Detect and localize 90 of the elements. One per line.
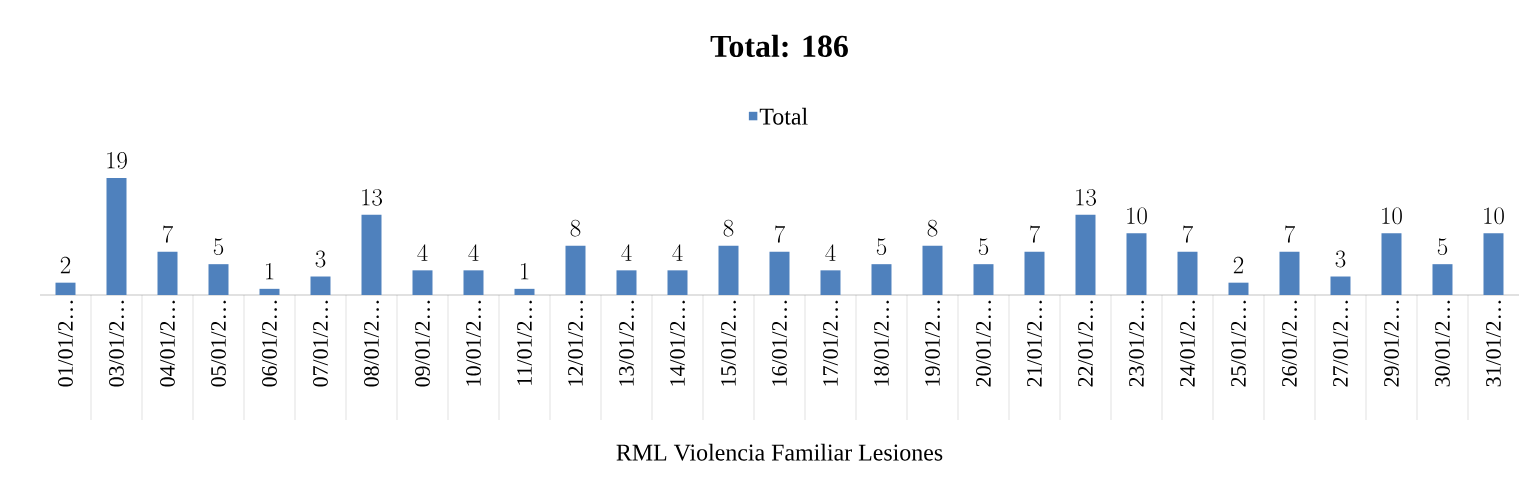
bar: [1483, 233, 1504, 295]
bar: [871, 264, 892, 295]
data-label: 3: [1335, 250, 1346, 268]
data-label: 2: [60, 256, 71, 274]
data-label: 7: [1284, 225, 1295, 243]
bar: [1177, 251, 1198, 295]
bar: [1279, 251, 1300, 295]
bar: [157, 251, 178, 295]
data-label: 5: [876, 238, 887, 256]
x-tick-label: 08/01/2…: [364, 300, 379, 387]
data-label: 13: [362, 188, 383, 206]
data-label: 8: [927, 219, 938, 237]
bar: [514, 288, 535, 295]
x-tick-label: 17/01/2…: [823, 300, 838, 386]
x-tick-label: 04/01/2…: [160, 300, 175, 387]
x-tick-label: 11/01/2…: [517, 300, 532, 385]
bar: [463, 270, 484, 295]
x-tick-label: 31/01/2…: [1486, 300, 1501, 387]
data-label: 1: [265, 262, 274, 280]
data-label: 4: [825, 244, 836, 261]
bar: [1075, 214, 1096, 295]
x-tick-label: 09/01/2…: [415, 300, 430, 387]
data-label: 10: [1127, 207, 1147, 225]
bar: [1024, 251, 1045, 295]
bar: [259, 288, 280, 295]
bar: [616, 270, 637, 295]
x-tick-label: 21/01/2…: [1027, 300, 1042, 387]
x-tick-label: 16/01/2…: [772, 300, 787, 386]
data-label: 8: [570, 219, 581, 237]
data-label: 5: [978, 238, 989, 256]
bar: [1228, 282, 1249, 295]
bar: [1330, 276, 1351, 295]
data-label: 10: [1382, 207, 1402, 225]
x-tick-label: 23/01/2…: [1129, 300, 1144, 387]
bar: [820, 270, 841, 295]
data-label: 5: [1437, 238, 1448, 256]
bar: [208, 264, 229, 295]
bar: [667, 270, 688, 295]
bar: [1381, 233, 1402, 295]
data-label: 7: [1182, 225, 1193, 243]
data-label: 2: [1233, 256, 1244, 274]
bar: [769, 251, 790, 295]
x-tick-label: 14/01/2…: [670, 300, 685, 386]
chart-title: Total: 186: [710, 34, 848, 58]
bar: [361, 214, 382, 295]
x-tick-label: 06/01/2…: [262, 300, 277, 387]
data-label: 8: [723, 219, 734, 237]
data-label: 4: [621, 244, 632, 261]
bar: [1126, 233, 1147, 295]
bar: [1432, 264, 1453, 295]
x-tick-label: 10/01/2…: [466, 300, 481, 386]
data-label: 7: [1029, 225, 1040, 243]
data-label: 19: [107, 151, 127, 169]
bar: [922, 245, 943, 295]
data-label: 10: [1484, 207, 1504, 225]
bar: [718, 245, 739, 295]
x-tick-label: 05/01/2…: [211, 300, 226, 387]
x-tick-label: 27/01/2…: [1333, 300, 1348, 387]
x-tick-label: 19/01/2…: [925, 300, 940, 386]
x-tick-label: 01/01/2…: [58, 300, 73, 387]
x-tick-label: 29/01/2…: [1384, 300, 1399, 387]
data-label: 5: [213, 238, 224, 256]
bar: [106, 177, 127, 295]
x-tick-label: 03/01/2…: [109, 300, 124, 387]
bar: [412, 270, 433, 295]
data-label: 4: [672, 244, 683, 261]
x-tick-label: 07/01/2…: [313, 300, 328, 387]
x-tick-label: 24/01/2…: [1180, 300, 1195, 387]
data-label: 7: [774, 225, 785, 243]
x-tick-label: 12/01/2…: [568, 300, 583, 386]
x-tick-label: 25/01/2…: [1231, 300, 1246, 387]
bar: [310, 276, 331, 295]
x-tick-label: 18/01/2…: [874, 300, 889, 386]
bar: [55, 282, 76, 295]
x-tick-label: 22/01/2…: [1078, 300, 1093, 387]
data-label: 3: [315, 250, 326, 268]
data-label: 4: [417, 244, 428, 261]
x-tick-label: 26/01/2…: [1282, 300, 1297, 387]
x-tick-label: 13/01/2…: [619, 300, 634, 386]
data-label: 7: [162, 225, 173, 243]
data-label: 4: [468, 244, 479, 261]
x-tick-label: 20/01/2…: [976, 300, 991, 387]
data-label: 1: [520, 262, 529, 280]
bar: [565, 245, 586, 295]
x-tick-label: 30/01/2…: [1435, 300, 1450, 387]
data-label: 13: [1076, 188, 1097, 206]
x-tick-label: 15/01/2…: [721, 300, 736, 386]
x-axis-title: RML Violencia Familiar Lesiones: [616, 443, 943, 461]
bar: [973, 264, 994, 295]
legend-label: Total: [759, 107, 808, 125]
